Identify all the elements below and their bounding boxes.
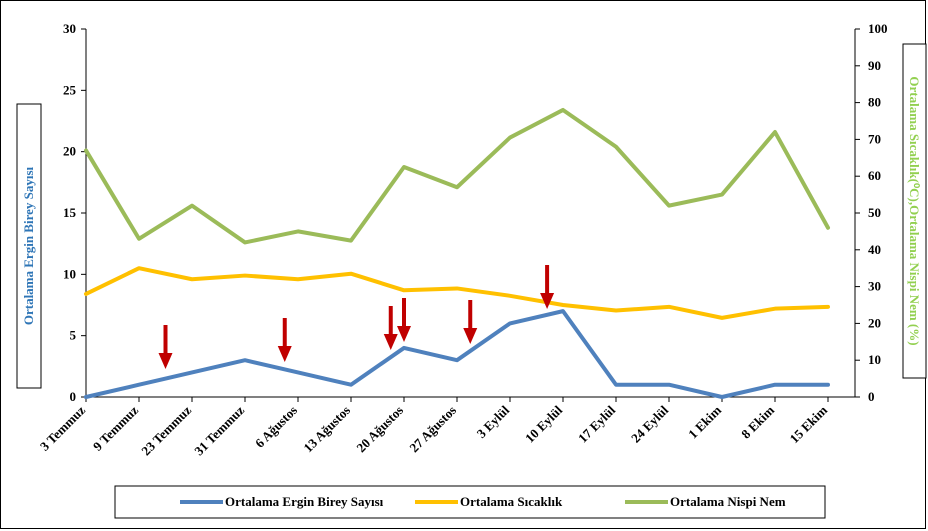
right-tick-label: 100 [868,21,888,36]
x-tick-label: 23 Temmuz [138,402,194,458]
left-axis-title-group: Ortalama Ergin Birey Sayısı [16,103,42,389]
right-tick-label: 60 [868,168,881,183]
down-arrow-head [463,328,478,344]
left-tick-label: 20 [63,144,76,159]
down-arrow-head [397,326,411,342]
left-tick-label: 10 [63,266,76,281]
left-tick-label: 25 [63,82,77,97]
axes [81,28,860,402]
down-arrow-head [540,293,555,309]
x-tick-label: 17 Eylül [575,402,618,445]
right-axis-title-box [902,43,927,379]
x-tick-label: 6 Ağustos [252,403,300,451]
right-tick-label: 20 [868,315,881,330]
right-tick-label: 0 [868,389,875,404]
down-arrow-head [277,346,292,362]
series-line [84,266,830,320]
down-arrow-icon [397,298,411,342]
x-tick-label: 8 Ekim [738,402,777,441]
down-arrow-icon [158,325,173,369]
series-line [84,107,830,245]
right-tick-label: 90 [868,58,881,73]
x-tick-label: 1 Ekim [685,402,724,441]
right-tick-label: 10 [868,352,881,367]
tick-labels: 0 5 10 15 20 25 30 0 10 20 30 40 50 60 70 80 90 100 3 Temm… [37,21,888,458]
x-tick-label: 9 Temmuz [90,402,141,453]
left-tick-label: 30 [63,21,76,36]
legend-box [114,485,826,519]
legend-label: Ortalama Ergin Birey Sayısı [225,494,384,509]
down-arrow-icon [540,265,555,309]
down-arrow-head [158,353,173,369]
right-axis-title: Ortalama Sıcaklık(⁰C),Ortalama Nispi Nem… [907,76,922,345]
left-axis-title-box [16,103,42,389]
down-arrow-icon [383,306,398,350]
right-tick-label: 30 [868,279,881,294]
down-arrow-head [383,334,398,350]
series-line [84,309,830,399]
series-lines [84,107,830,399]
left-axis-title: Ortalama Ergin Birey Sayısı [21,166,36,325]
x-tick-label: 13 Ağustos [300,403,353,456]
down-arrow-icon [463,300,478,344]
x-tick-label: 24 Eylül [628,402,671,445]
x-tick-label: 31 Temmuz [191,402,247,458]
right-tick-label: 80 [868,95,881,110]
right-tick-label: 40 [868,242,881,257]
x-tick-label: 15 Ekim [787,402,831,446]
x-tick-label: 10 Eylül [522,402,565,445]
right-tick-label: 50 [868,205,881,220]
left-tick-label: 5 [70,328,77,343]
right-tick-label: 70 [868,131,881,146]
legend: Ortalama Ergin Birey Sayısı Ortalama Sıca… [114,485,826,519]
x-tick-label: 3 Temmuz [37,402,88,453]
x-tick-label: 3 Eylül [474,402,513,441]
legend-label: Ortalama Nispi Nem [670,494,786,509]
annotation-arrows [158,265,555,369]
legend-label: Ortalama Sıcaklık [460,494,563,509]
x-tick-label: 20 Ağustos [353,403,406,456]
x-tick-label: 27 Ağustos [406,403,459,456]
right-axis-title-group: Ortalama Sıcaklık(⁰C),Ortalama Nispi Nem… [902,43,927,379]
left-tick-label: 0 [70,389,77,404]
down-arrow-icon [277,318,292,362]
left-tick-label: 15 [63,205,77,220]
